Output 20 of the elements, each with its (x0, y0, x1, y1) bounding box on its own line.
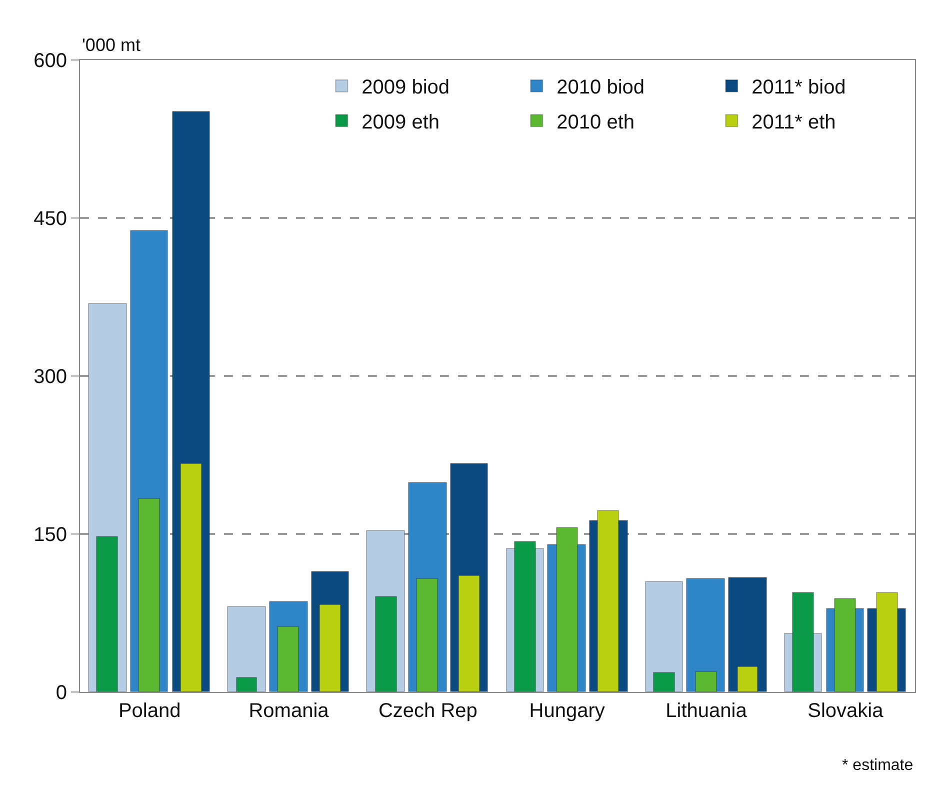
y-tick-label: 300 (34, 366, 67, 388)
x-tick-label: Lithuania (666, 700, 748, 722)
text: * estimate (842, 757, 914, 774)
legend-label: 2009 eth (362, 111, 440, 134)
legend-label: 2011* biod (752, 76, 846, 99)
y-tick-label: 150 (34, 524, 67, 546)
y-tick-label: 600 (34, 50, 67, 72)
y-axis-title: '000 mt (82, 35, 140, 55)
x-tick-label: Czech Rep (378, 700, 478, 722)
x-tick-label: Poland (118, 700, 181, 722)
legend-label: 2009 biod (362, 76, 450, 99)
legend-label: 2011* eth (752, 111, 836, 134)
y-tick-label: 450 (34, 208, 67, 230)
bar (227, 606, 266, 692)
legend-label: 2010 eth (556, 111, 635, 134)
x-tick-label: Hungary (529, 700, 605, 722)
x-tick-label: Romania (248, 700, 330, 722)
legend-label: 2010 biod (556, 76, 645, 99)
x-tick-label: Slovakia (808, 700, 884, 722)
y-tick-label: 0 (56, 682, 67, 704)
